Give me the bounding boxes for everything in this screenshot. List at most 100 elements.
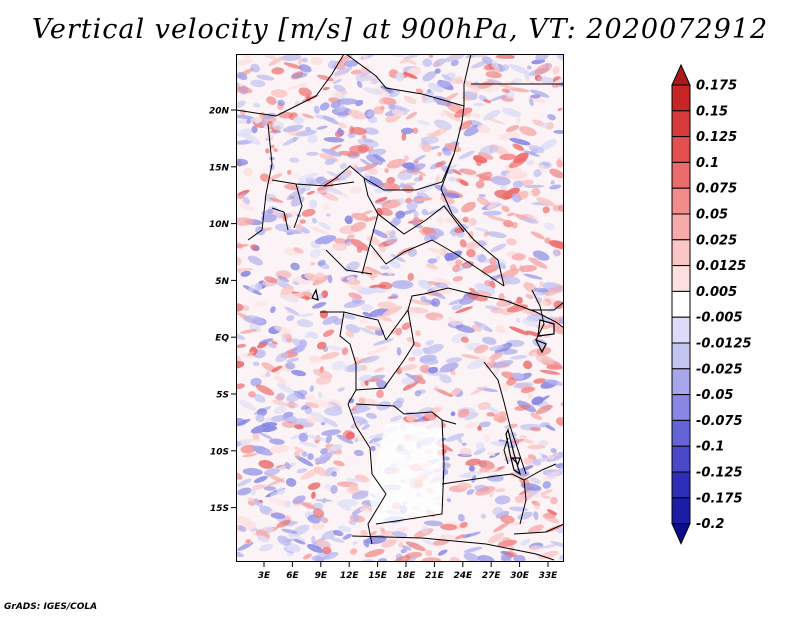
velocity-patch (427, 82, 444, 93)
velocity-patch (466, 489, 475, 495)
chart-title: Vertical velocity [m/s] at 900hPa, VT: 2… (31, 14, 769, 45)
velocity-patch (325, 435, 332, 444)
velocity-patch (298, 64, 312, 73)
velocity-patch (421, 525, 429, 535)
velocity-patch (406, 337, 414, 343)
velocity-patch (470, 385, 488, 395)
velocity-patch (375, 346, 388, 353)
velocity-patch (542, 514, 559, 524)
velocity-patch (403, 96, 417, 104)
velocity-patch (471, 324, 482, 332)
velocity-patch (286, 392, 301, 403)
velocity-patch (251, 484, 265, 490)
velocity-patch (523, 282, 537, 293)
velocity-patch (332, 529, 344, 537)
velocity-patch (266, 96, 277, 105)
velocity-patch (409, 299, 431, 306)
velocity-patch (282, 136, 300, 146)
velocity-patch (440, 195, 455, 205)
velocity-patch (372, 154, 386, 162)
velocity-patch (509, 326, 529, 336)
velocity-patch (322, 204, 330, 211)
velocity-patch (248, 284, 256, 293)
velocity-patch (553, 453, 560, 457)
velocity-patch (457, 482, 472, 489)
lon-tick-label: 12E (340, 571, 360, 581)
velocity-patch (488, 94, 509, 102)
velocity-patch (403, 72, 418, 79)
velocity-patch (241, 198, 250, 205)
velocity-patch (475, 486, 496, 496)
velocity-patch (337, 127, 343, 137)
velocity-patch (333, 66, 353, 76)
velocity-patch (330, 484, 338, 494)
velocity-patch (486, 117, 506, 125)
colorbar-label: 0.175 (696, 79, 737, 94)
velocity-patch (506, 170, 528, 180)
velocity-patch (362, 134, 367, 140)
velocity-patch (285, 362, 296, 370)
velocity-patch (490, 243, 507, 253)
velocity-patch (557, 107, 563, 112)
velocity-patch (261, 213, 277, 223)
velocity-patch (381, 530, 396, 538)
colorbar-label: 0.025 (696, 233, 737, 248)
velocity-patch (362, 311, 373, 318)
velocity-patch (538, 165, 546, 173)
velocity-patch (301, 208, 316, 217)
velocity-patch (428, 54, 434, 59)
velocity-patch (333, 460, 345, 467)
velocity-patch (315, 272, 326, 282)
velocity-patch (246, 539, 251, 544)
velocity-patch (240, 328, 258, 334)
velocity-patch (411, 348, 424, 357)
velocity-patch (306, 190, 316, 195)
velocity-patch (312, 522, 325, 531)
velocity-patch (533, 511, 539, 521)
velocity-patch (459, 120, 473, 130)
velocity-patch (368, 148, 387, 157)
velocity-patch (321, 192, 339, 201)
velocity-patch (530, 412, 542, 420)
velocity-patch (441, 74, 453, 81)
velocity-patch (250, 79, 266, 88)
velocity-patch (545, 424, 556, 431)
velocity-patch (404, 306, 415, 316)
velocity-patch (307, 482, 321, 491)
velocity-patch (395, 210, 406, 219)
lon-tick-label: 21E (425, 571, 445, 581)
velocity-patch (450, 411, 456, 417)
map-frame (236, 54, 564, 562)
velocity-patch (530, 231, 545, 239)
velocity-patch (237, 487, 252, 496)
velocity-patch (512, 77, 522, 86)
velocity-patch (239, 203, 256, 211)
velocity-patch (475, 158, 483, 167)
velocity-patch (358, 397, 366, 404)
colorbar-segment (671, 445, 691, 473)
velocity-patch (265, 148, 270, 154)
velocity-patch (338, 150, 360, 157)
velocity-patch (258, 499, 263, 504)
velocity-patch (377, 301, 397, 310)
velocity-patch (370, 445, 376, 452)
colorbar-segment (671, 368, 691, 396)
velocity-patch (243, 315, 264, 325)
velocity-patch (306, 415, 319, 424)
velocity-patch (238, 399, 257, 411)
velocity-patch (494, 495, 511, 505)
velocity-patch (495, 325, 506, 334)
velocity-patch (350, 126, 367, 136)
velocity-patch (528, 257, 548, 269)
velocity-patch (538, 440, 549, 446)
velocity-patch (435, 277, 452, 285)
velocity-patch (420, 136, 439, 145)
velocity-patch (506, 304, 529, 313)
velocity-patch (422, 539, 438, 547)
velocity-patch (405, 551, 423, 559)
velocity-patch (300, 468, 320, 480)
velocity-patch (552, 204, 561, 212)
velocity-patch (459, 239, 467, 248)
velocity-patch (450, 60, 459, 67)
velocity-patch (552, 66, 560, 75)
